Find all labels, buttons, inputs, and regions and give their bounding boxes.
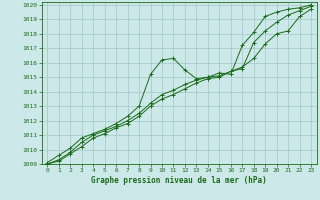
X-axis label: Graphe pression niveau de la mer (hPa): Graphe pression niveau de la mer (hPa): [91, 176, 267, 185]
